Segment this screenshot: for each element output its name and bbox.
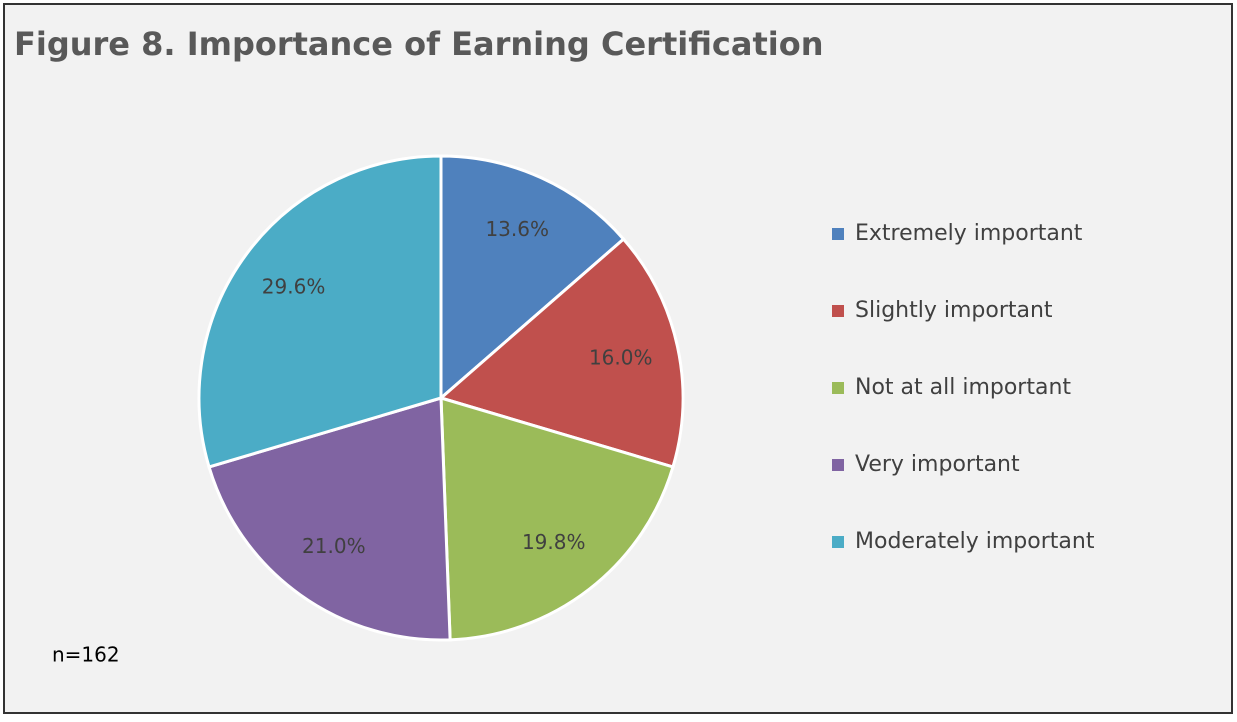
legend-label: Very important <box>855 452 1020 477</box>
pie-slice <box>207 396 452 642</box>
legend-swatch <box>832 459 844 471</box>
data-label: 29.6% <box>262 275 326 299</box>
legend-label: Extremely important <box>855 221 1083 246</box>
legend-label: Moderately important <box>855 529 1095 554</box>
legend-swatch <box>832 305 844 317</box>
legend-swatch <box>832 382 844 394</box>
legend-swatch <box>832 536 844 548</box>
legend-label: Not at all important <box>855 375 1071 400</box>
data-label: 13.6% <box>485 217 549 241</box>
pie-slice <box>439 154 626 402</box>
legend-swatch <box>832 228 844 240</box>
pie-slice <box>439 395 675 642</box>
annotation: n=162 <box>52 643 120 667</box>
chart-title: Figure 8. Importance of Earning Certific… <box>14 25 824 63</box>
pie-slice <box>197 154 443 469</box>
legend-label: Slightly important <box>855 298 1053 323</box>
data-label: 16.0% <box>589 346 653 370</box>
data-label: 21.0% <box>302 534 366 558</box>
data-label: 19.8% <box>522 530 586 554</box>
pie-slice <box>437 236 685 469</box>
